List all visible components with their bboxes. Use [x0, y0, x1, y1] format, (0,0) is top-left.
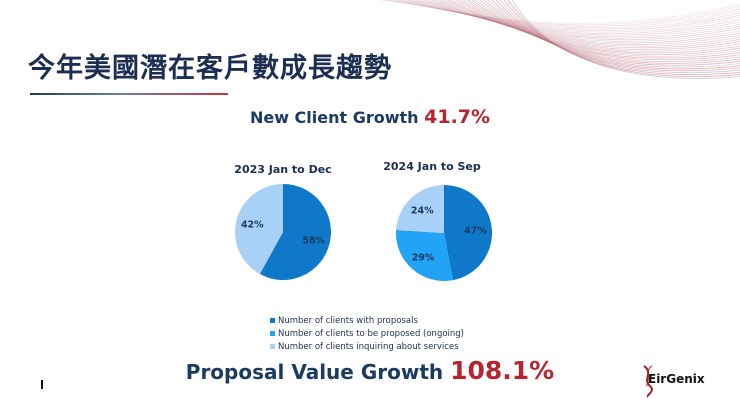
wave-line: [383, 0, 740, 26]
proposal-value-growth-value: 108.1%: [450, 356, 555, 385]
wave-line: [459, 0, 740, 55]
pie-slice-label-0-0: 58%: [302, 235, 325, 246]
title-underline: [30, 93, 228, 95]
new-client-growth-label: New Client Growth: [249, 108, 425, 127]
wave-line: [427, 0, 740, 42]
wave-line: [491, 0, 740, 70]
slide-title: 今年美國潛在客戶數成長趨勢: [28, 53, 392, 84]
pie-slice-1-0: [444, 185, 492, 281]
wave-line: [503, 0, 740, 75]
wave-line: [439, 0, 740, 47]
proposal-value-growth-label: Proposal Value Growth: [185, 360, 451, 384]
decorative-wave-lines: [379, 0, 740, 79]
wave-line: [431, 0, 740, 44]
wave-line: [395, 0, 740, 30]
eirgenix-logo: EirGenix: [636, 364, 736, 398]
wave-line: [467, 0, 740, 59]
wave-line: [463, 0, 740, 57]
pie-slice-0-0: [259, 184, 332, 280]
legend-item: Number of clients inquiring about servic…: [270, 340, 464, 353]
legend-item: Number of clients to be proposed (ongoin…: [270, 327, 464, 340]
pie-slice-label-1-1: 29%: [412, 252, 435, 263]
pie-slice-label-0-1: 42%: [241, 220, 264, 231]
wave-line: [415, 0, 740, 38]
pie-slice-1-1: [395, 229, 453, 282]
pie-slice-1-2: [396, 185, 444, 233]
wave-line: [379, 0, 740, 24]
wave-line: [399, 0, 740, 32]
wave-line: [419, 0, 740, 39]
pie-chart-2024: 47% 29% 24%: [395, 185, 492, 282]
slide-page-marker: [41, 380, 43, 389]
proposal-value-growth-headline: Proposal Value Growth 108.1%: [0, 356, 740, 385]
pie-title-2023: 2023 Jan to Dec: [234, 163, 332, 176]
wave-line: [511, 0, 740, 79]
legend-label: Number of clients inquiring about servic…: [278, 341, 459, 352]
pie-slice-label-1-2: 24%: [411, 205, 434, 216]
legend-item: Number of clients with proposals: [270, 314, 464, 327]
pie-slice-0-1: [235, 184, 283, 275]
wave-line: [443, 0, 740, 49]
legend-swatch: [270, 344, 275, 349]
wave-line: [483, 0, 740, 66]
legend-label: Number of clients with proposals: [278, 315, 418, 326]
legend-swatch: [270, 331, 275, 336]
legend-swatch: [270, 318, 275, 323]
wave-line: [471, 0, 740, 61]
new-client-growth-headline: New Client Growth 41.7%: [0, 106, 740, 128]
pie-slice-label-1-0: 47%: [464, 226, 487, 237]
wave-line: [487, 0, 740, 68]
wave-line: [423, 0, 740, 41]
pie-chart-2023: 58% 42%: [235, 184, 332, 280]
wave-line: [479, 0, 740, 64]
wave-line: [475, 0, 740, 63]
wave-line: [507, 0, 740, 77]
wave-line: [447, 0, 740, 50]
pie-title-2024: 2024 Jan to Sep: [383, 160, 481, 173]
wave-line: [495, 0, 740, 72]
wave-line: [407, 0, 740, 34]
brand-name: EirGenix: [648, 372, 705, 386]
dna-helix-icon: [643, 365, 653, 398]
wave-line: [451, 0, 740, 52]
new-client-growth-value: 41.7%: [424, 106, 491, 128]
legend-label: Number of clients to be proposed (ongoin…: [278, 328, 464, 339]
wave-line: [411, 0, 740, 36]
wave-line: [455, 0, 740, 54]
chart-legend: Number of clients with proposals Number …: [270, 314, 464, 353]
wave-line: [435, 0, 740, 45]
wave-line: [403, 0, 740, 33]
